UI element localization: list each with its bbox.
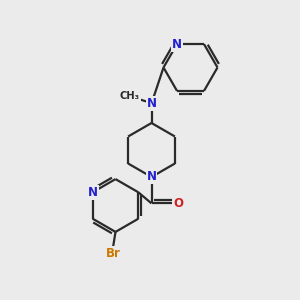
- Text: N: N: [172, 38, 182, 51]
- Text: CH₃: CH₃: [120, 91, 140, 101]
- Text: N: N: [88, 186, 98, 199]
- Text: N: N: [146, 170, 157, 184]
- Text: O: O: [173, 197, 183, 210]
- Text: Br: Br: [106, 247, 121, 260]
- Text: N: N: [146, 97, 157, 110]
